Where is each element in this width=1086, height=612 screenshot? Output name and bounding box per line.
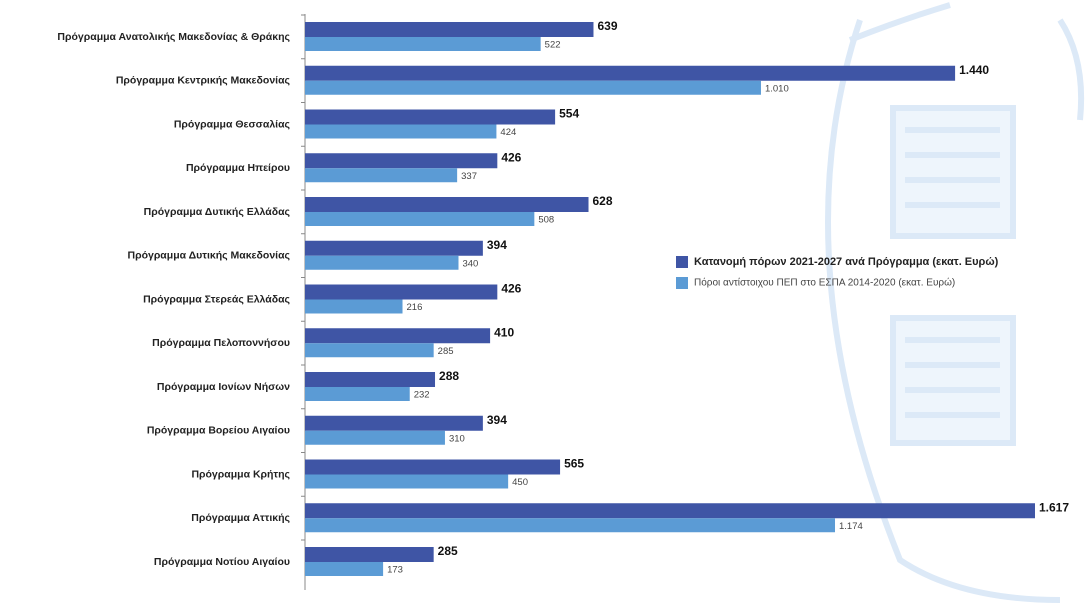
- category-label: Πρόγραμμα Θεσσαλίας: [174, 118, 291, 130]
- bar: [305, 474, 509, 489]
- value-label: 554: [559, 107, 579, 121]
- value-label: 565: [564, 457, 584, 471]
- value-label: 216: [407, 302, 423, 313]
- category-label: Πρόγραμμα Αττικής: [191, 512, 290, 524]
- value-label: 410: [494, 325, 514, 339]
- bar: [305, 459, 561, 475]
- legend: Κατανομή πόρων 2021-2027 ανά Πρόγραμμα (…: [676, 256, 999, 289]
- category-label: Πρόγραμμα Κεντρικής Μακεδονίας: [116, 75, 291, 87]
- bar: [305, 22, 594, 37]
- bar: [305, 37, 541, 51]
- value-label: 340: [462, 258, 478, 269]
- legend-label: Πόροι αντίστοιχου ΠΕΠ στο ΕΣΠΑ 2014-2020…: [694, 277, 955, 289]
- value-label: 394: [487, 413, 507, 427]
- category-label: Πρόγραμμα Ηπείρου: [186, 162, 290, 174]
- value-label: 424: [500, 127, 516, 138]
- value-label: 285: [438, 544, 458, 558]
- bar: [305, 168, 458, 183]
- value-label: 639: [597, 19, 617, 33]
- category-label: Πρόγραμμα Κρήτης: [191, 468, 290, 480]
- value-label: 508: [538, 215, 554, 226]
- bar: [305, 518, 836, 533]
- category-label: Πρόγραμμα Βορείου Αιγαίου: [147, 425, 290, 437]
- bar: [305, 124, 497, 139]
- bar: [305, 343, 434, 358]
- bar: [305, 240, 483, 256]
- value-label: 285: [438, 346, 454, 357]
- category-label: Πρόγραμμα Ιονίων Νήσων: [157, 381, 290, 393]
- bar: [305, 197, 589, 212]
- bar: [305, 153, 498, 169]
- bar: [305, 80, 761, 95]
- value-label: 628: [593, 194, 613, 208]
- bar: [305, 387, 410, 401]
- category-label: Πρόγραμμα Πελοποννήσου: [152, 337, 290, 349]
- bar: [305, 562, 384, 576]
- legend-swatch: [676, 277, 688, 289]
- bar: [305, 299, 403, 314]
- category-label: Πρόγραμμα Δυτικής Ελλάδας: [144, 206, 291, 218]
- background-emblem: [825, 2, 1085, 603]
- value-label: 310: [449, 433, 465, 444]
- value-label: 522: [545, 40, 561, 51]
- value-label: 1.010: [765, 83, 789, 94]
- value-label: 426: [501, 282, 521, 296]
- bar: [305, 415, 483, 431]
- bar: [305, 430, 445, 445]
- bar: [305, 547, 434, 562]
- bar: [305, 212, 535, 226]
- bar: [305, 284, 498, 300]
- bar: [305, 503, 1035, 519]
- category-label: Πρόγραμμα Στερεάς Ελλάδας: [143, 293, 290, 305]
- value-label: 1.440: [959, 63, 989, 77]
- value-label: 288: [439, 369, 459, 383]
- value-label: 232: [414, 390, 430, 401]
- bar: [305, 65, 956, 81]
- value-label: 337: [461, 171, 477, 182]
- value-label: 394: [487, 238, 507, 252]
- value-label: 1.174: [839, 521, 863, 532]
- bar: [305, 109, 556, 125]
- category-label: Πρόγραμμα Ανατολικής Μακεδονίας & Θράκης: [57, 31, 290, 43]
- category-label: Πρόγραμμα Δυτικής Μακεδονίας: [127, 250, 290, 262]
- value-label: 426: [501, 150, 521, 164]
- category-label: Πρόγραμμα Νοτίου Αιγαίου: [154, 556, 290, 568]
- bar: [305, 328, 491, 344]
- value-label: 450: [512, 477, 528, 488]
- value-label: 1.617: [1039, 500, 1069, 514]
- legend-swatch: [676, 256, 688, 268]
- bar: [305, 255, 459, 270]
- bar: [305, 372, 436, 387]
- legend-label: Κατανομή πόρων 2021-2027 ανά Πρόγραμμα (…: [694, 256, 999, 268]
- value-label: 173: [387, 565, 403, 576]
